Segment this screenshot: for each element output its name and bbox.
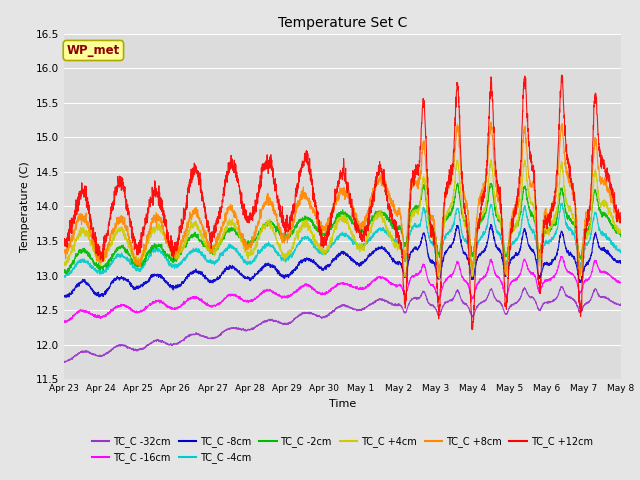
Title: Temperature Set C: Temperature Set C [278, 16, 407, 30]
Legend: TC_C -32cm, TC_C -16cm, TC_C -8cm, TC_C -4cm, TC_C -2cm, TC_C +4cm, TC_C +8cm, T: TC_C -32cm, TC_C -16cm, TC_C -8cm, TC_C … [88, 432, 596, 467]
Text: WP_met: WP_met [67, 44, 120, 57]
Y-axis label: Temperature (C): Temperature (C) [20, 161, 30, 252]
X-axis label: Time: Time [329, 398, 356, 408]
